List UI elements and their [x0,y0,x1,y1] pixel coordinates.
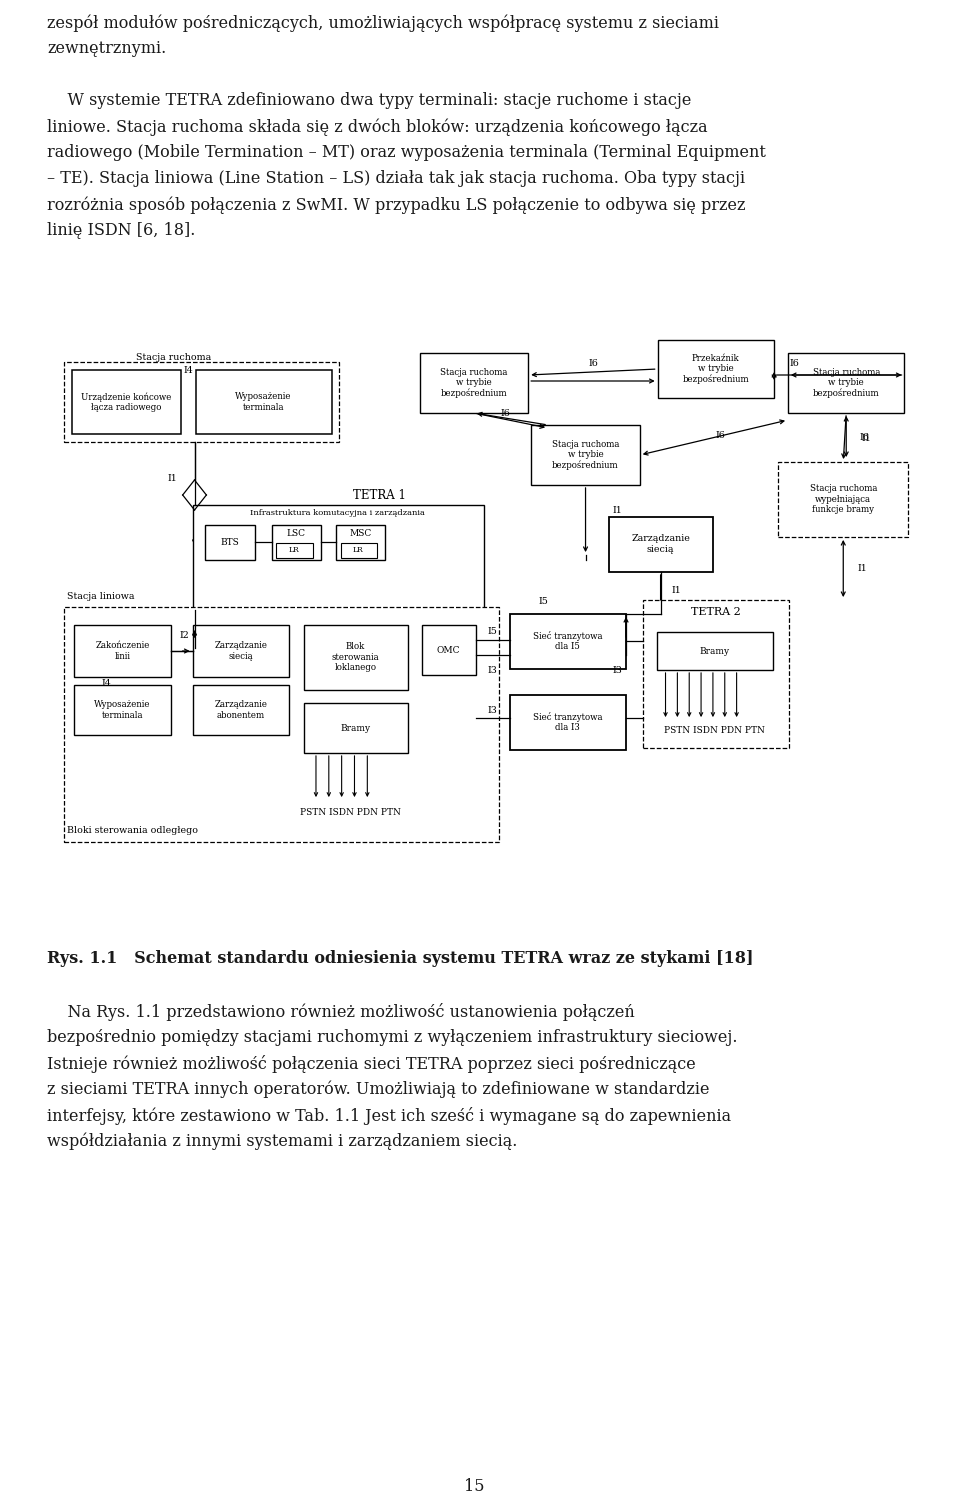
Text: I6: I6 [716,430,726,439]
FancyBboxPatch shape [74,625,171,676]
Text: Przekaźnik
w trybie
bezpośrednium: Przekaźnik w trybie bezpośrednium [683,353,749,385]
Text: I3: I3 [612,666,622,675]
Text: W systemie TETRA zdefiniowano dwa typy terminali: stacje ruchome i stacje: W systemie TETRA zdefiniowano dwa typy t… [47,92,692,110]
Text: Blok
sterowania
loklanego: Blok sterowania loklanego [331,642,379,672]
Text: I1: I1 [612,505,622,514]
Text: Urządzenie końcowe
łącza radiowego: Urządzenie końcowe łącza radiowego [82,392,172,412]
Text: Na Rys. 1.1 przedstawiono również możliwość ustanowienia połączeń: Na Rys. 1.1 przedstawiono również możliw… [47,1003,636,1021]
FancyBboxPatch shape [421,625,476,675]
Text: Stacja ruchoma
w trybie
bezpośrednium: Stacja ruchoma w trybie bezpośrednium [812,368,880,398]
FancyBboxPatch shape [643,600,789,748]
FancyBboxPatch shape [531,425,640,485]
Text: I1: I1 [168,473,178,482]
Text: PSTN ISDN PDN PTN: PSTN ISDN PDN PTN [300,807,401,816]
Text: I4: I4 [183,365,194,374]
FancyBboxPatch shape [336,525,385,561]
FancyBboxPatch shape [196,370,332,434]
Text: Rys. 1.1   Schemat standardu odniesienia systemu TETRA wraz ze stykami [18]: Rys. 1.1 Schemat standardu odniesienia s… [47,950,754,966]
Text: Bloki sterowania odległego: Bloki sterowania odległego [67,825,198,834]
FancyBboxPatch shape [276,543,313,558]
Text: Stacja ruchoma
w trybie
bezpośrednium: Stacja ruchoma w trybie bezpośrednium [552,440,619,470]
FancyBboxPatch shape [341,543,377,558]
FancyBboxPatch shape [72,370,180,434]
Text: Stacja ruchoma
w trybie
bezpośrednium: Stacja ruchoma w trybie bezpośrednium [441,368,508,398]
Text: I3: I3 [488,705,497,714]
Text: LSC: LSC [287,529,305,538]
FancyBboxPatch shape [74,685,171,735]
FancyBboxPatch shape [658,340,774,398]
Text: TETRA 1: TETRA 1 [353,488,406,502]
FancyBboxPatch shape [610,517,713,573]
Text: z sieciami TETRA innych operatorów. Umożliwiają to zdefiniowane w standardzie: z sieciami TETRA innych operatorów. Umoż… [47,1081,709,1099]
Text: I6: I6 [500,409,511,418]
Text: OMC: OMC [437,645,460,654]
FancyBboxPatch shape [64,607,498,842]
Text: Infrastruktura komutacyjna i zarządzania: Infrastruktura komutacyjna i zarządzania [251,510,425,517]
Text: Stacja liniowa: Stacja liniowa [67,592,134,601]
Text: bezpośrednio pomiędzy stacjami ruchomymi z wyłączeniem infrastruktury sieciowej.: bezpośrednio pomiędzy stacjami ruchomymi… [47,1030,738,1046]
Text: współdziałania z innymi systemami i zarządzaniem siecią.: współdziałania z innymi systemami i zarz… [47,1133,517,1150]
Text: TETRA 2: TETRA 2 [691,607,741,618]
Text: – TE). Stacja liniowa (Line Station – LS) działa tak jak stacja ruchoma. Oba typ: – TE). Stacja liniowa (Line Station – LS… [47,170,746,186]
Text: linię ISDN [6, 18].: linię ISDN [6, 18]. [47,222,196,239]
Text: Istnieje również możliwość połączenia sieci TETRA poprzez sieci pośredniczące: Istnieje również możliwość połączenia si… [47,1055,696,1073]
Text: Wyposażenie
terminala: Wyposażenie terminala [94,700,151,720]
FancyBboxPatch shape [193,685,289,735]
Text: Zarządzanie
abonentem: Zarządzanie abonentem [214,700,268,720]
Text: I6: I6 [588,359,598,368]
Text: I1: I1 [861,433,871,442]
FancyBboxPatch shape [205,525,254,561]
Text: I1: I1 [671,586,682,595]
Text: I6: I6 [790,359,800,368]
Text: Wyposażenie
terminala: Wyposażenie terminala [235,392,292,412]
Text: I1: I1 [857,564,867,573]
Text: zespół modułów pośredniczących, umożliwiających współpracę systemu z sieciami: zespół modułów pośredniczących, umożliwi… [47,14,719,32]
Text: PSTN ISDN PDN PTN: PSTN ISDN PDN PTN [664,726,765,735]
Text: Stacja ruchoma: Stacja ruchoma [136,353,211,362]
Text: MSC: MSC [349,529,372,538]
FancyBboxPatch shape [657,631,773,670]
Text: I5: I5 [539,597,548,606]
Text: interfejsy, które zestawiono w Tab. 1.1 Jest ich sześć i wymagane są do zapewnie: interfejsy, które zestawiono w Tab. 1.1 … [47,1108,732,1126]
Text: rozróżnia sposób połączenia z SwMI. W przypadku LS połączenie to odbywa się prze: rozróżnia sposób połączenia z SwMI. W pr… [47,195,746,213]
Text: I4: I4 [102,678,111,687]
Text: 15: 15 [464,1477,484,1495]
Text: BTS: BTS [221,538,239,547]
FancyBboxPatch shape [420,353,528,413]
Text: I6: I6 [859,433,869,442]
Text: liniowe. Stacja ruchoma składa się z dwóch bloków: urządzenia końcowego łącza: liniowe. Stacja ruchoma składa się z dwó… [47,119,708,135]
Text: LR: LR [289,546,300,555]
Text: I2: I2 [180,630,189,639]
FancyBboxPatch shape [304,703,408,753]
Text: Zarządzanie
siecią: Zarządzanie siecią [631,534,690,553]
FancyBboxPatch shape [510,694,626,750]
FancyBboxPatch shape [193,505,484,610]
Text: Bramy: Bramy [700,646,730,655]
Text: zewnętrznymi.: zewnętrznymi. [47,41,167,57]
FancyBboxPatch shape [272,525,321,561]
Text: Bramy: Bramy [341,723,371,732]
FancyBboxPatch shape [788,353,904,413]
Text: Zarządzanie
siecią: Zarządzanie siecią [214,642,268,661]
Text: I3: I3 [488,666,497,675]
FancyBboxPatch shape [779,461,908,537]
Text: Stacja ruchoma
wypełniająca
funkcje bramy: Stacja ruchoma wypełniająca funkcje bram… [809,484,876,514]
FancyBboxPatch shape [64,362,339,442]
Text: Zakończenie
linii: Zakończenie linii [95,642,150,661]
Text: Sieć tranzytowa
dla I3: Sieć tranzytowa dla I3 [533,712,603,732]
FancyBboxPatch shape [193,625,289,676]
Text: Sieć tranzytowa
dla I5: Sieć tranzytowa dla I5 [533,631,603,651]
Text: radiowego (Mobile Termination – MT) oraz wyposażenia terminala (Terminal Equipme: radiowego (Mobile Termination – MT) oraz… [47,144,766,161]
FancyBboxPatch shape [510,615,626,669]
FancyBboxPatch shape [304,625,408,690]
Text: LR: LR [353,546,364,555]
Text: I5: I5 [488,627,497,636]
